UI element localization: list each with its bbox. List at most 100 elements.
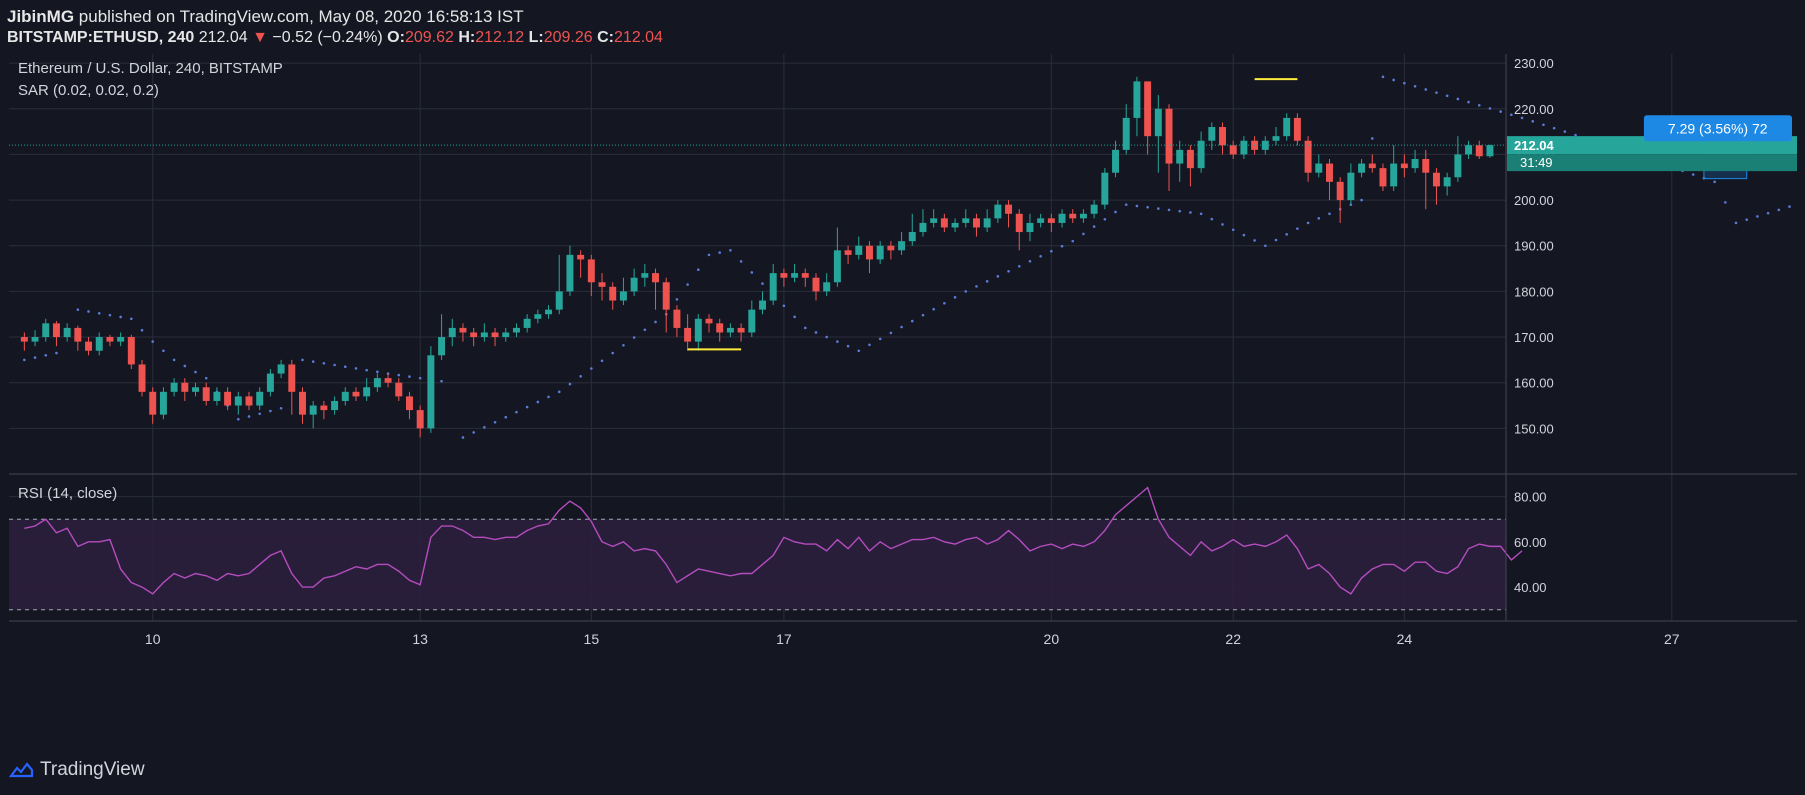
candle-body xyxy=(416,410,424,429)
sar-dot xyxy=(1306,221,1310,225)
candle-body xyxy=(919,222,927,233)
sar-dot xyxy=(600,359,604,363)
candle-body xyxy=(748,309,756,333)
sar-dot xyxy=(1028,259,1032,263)
sar-dot xyxy=(311,360,315,363)
sar-dot xyxy=(461,436,465,439)
candle-body xyxy=(491,332,499,338)
sar-dot xyxy=(761,282,764,285)
close-label: C: xyxy=(597,29,615,46)
tradingview-logo[interactable]: TradingView xyxy=(8,759,145,781)
last-price-tag: 212.04 xyxy=(1514,138,1555,153)
candle-body xyxy=(694,318,702,342)
sar-dot xyxy=(55,351,58,355)
sar-dot xyxy=(1403,81,1406,85)
rsi-line xyxy=(24,486,1523,595)
price-tick-label: 180.00 xyxy=(1514,284,1554,299)
candle-body xyxy=(876,245,884,260)
sar-dot xyxy=(1499,110,1502,113)
sar-dot xyxy=(237,417,240,421)
low-label: L: xyxy=(528,29,544,46)
candle-body xyxy=(245,396,253,406)
candle-body xyxy=(1090,204,1098,214)
last-price: 212.04 xyxy=(198,29,248,46)
sar-dot xyxy=(975,285,978,288)
candle-body xyxy=(866,245,873,260)
candle-body xyxy=(1101,172,1109,205)
candle-body xyxy=(1283,117,1291,137)
time-tick-label: 15 xyxy=(584,631,600,647)
chart-canvas[interactable]: 150.00160.00170.00180.00190.00200.00210.… xyxy=(9,54,1802,749)
sar-dot xyxy=(440,379,443,383)
candle-body xyxy=(1058,213,1066,223)
candle-body xyxy=(341,391,349,401)
candle-body xyxy=(1186,149,1194,169)
candle-body xyxy=(1133,81,1141,118)
time-tick-label: 22 xyxy=(1225,631,1241,647)
countdown-tag-bg xyxy=(1507,154,1797,172)
candle-body xyxy=(384,378,392,383)
rsi-tick-label: 80.00 xyxy=(1514,490,1547,505)
sar-dot xyxy=(1317,217,1321,220)
sar-dot xyxy=(1488,107,1492,110)
candle-body xyxy=(630,277,638,292)
candle-body xyxy=(192,387,199,392)
price-tick-label: 170.00 xyxy=(1514,330,1554,345)
candles xyxy=(20,76,1494,438)
sar-dot xyxy=(472,431,475,434)
candle-body xyxy=(1229,145,1237,155)
price-tick-label: 160.00 xyxy=(1514,376,1554,391)
candle-body xyxy=(1122,117,1130,150)
sar-dot xyxy=(1263,244,1267,248)
candle-body xyxy=(52,323,60,338)
candle-body xyxy=(1293,117,1301,141)
sar-dot xyxy=(204,376,208,380)
sar-dot xyxy=(1007,270,1010,273)
candle-body xyxy=(555,291,563,310)
down-arrow-icon: ▼ xyxy=(252,29,268,46)
price-tick-label: 200.00 xyxy=(1514,193,1554,208)
candle-body xyxy=(994,204,1002,219)
sar-dot xyxy=(1520,116,1524,120)
sar-dot xyxy=(782,304,786,308)
sar-dot xyxy=(76,308,80,311)
sar-dot xyxy=(707,253,711,257)
sar-dot xyxy=(857,349,861,353)
author-name[interactable]: JibinMG xyxy=(7,7,75,26)
sar-dot xyxy=(97,312,101,315)
sar-dot xyxy=(279,406,283,410)
candle-body xyxy=(855,245,863,255)
sar-dot xyxy=(172,358,176,362)
candle-body xyxy=(1079,213,1087,219)
price-tick-label: 150.00 xyxy=(1514,421,1554,436)
candle-body xyxy=(951,222,959,228)
price-tags: 212.04 31:49 7.29 (3.56%) 72 xyxy=(1507,115,1797,172)
sar-dot xyxy=(1456,97,1460,101)
sar-dot xyxy=(622,343,625,347)
candle-body xyxy=(662,282,670,310)
rsi-legend: RSI (14, close) xyxy=(18,485,117,502)
candle-body xyxy=(502,332,510,338)
candle-body xyxy=(1400,163,1408,169)
chart-title: Ethereum / U.S. Dollar, 240, BITSTAMP xyxy=(18,60,283,77)
sar-dot xyxy=(1531,120,1535,123)
time-tick-label: 10 xyxy=(145,631,161,647)
candle-body xyxy=(459,327,467,333)
candle-body xyxy=(448,327,456,338)
chart-area[interactable]: 150.00160.00170.00180.00190.00200.00210.… xyxy=(9,54,1802,749)
sar-dot xyxy=(44,354,48,357)
candle-body xyxy=(716,323,724,333)
sar-dot xyxy=(1724,201,1727,204)
candle-body xyxy=(149,391,157,415)
sar-dot xyxy=(1574,133,1577,137)
sar-dot xyxy=(1360,198,1363,202)
candle-body xyxy=(74,327,82,342)
candle-body xyxy=(213,391,221,401)
candle-body xyxy=(801,273,809,278)
symbol-label[interactable]: BITSTAMP:ETHUSD, 240 xyxy=(7,29,195,46)
candle-body xyxy=(823,282,831,292)
sar-dot xyxy=(365,368,368,372)
sar-dot xyxy=(846,344,850,348)
candle-body xyxy=(373,378,381,388)
candle-body xyxy=(1069,213,1077,219)
